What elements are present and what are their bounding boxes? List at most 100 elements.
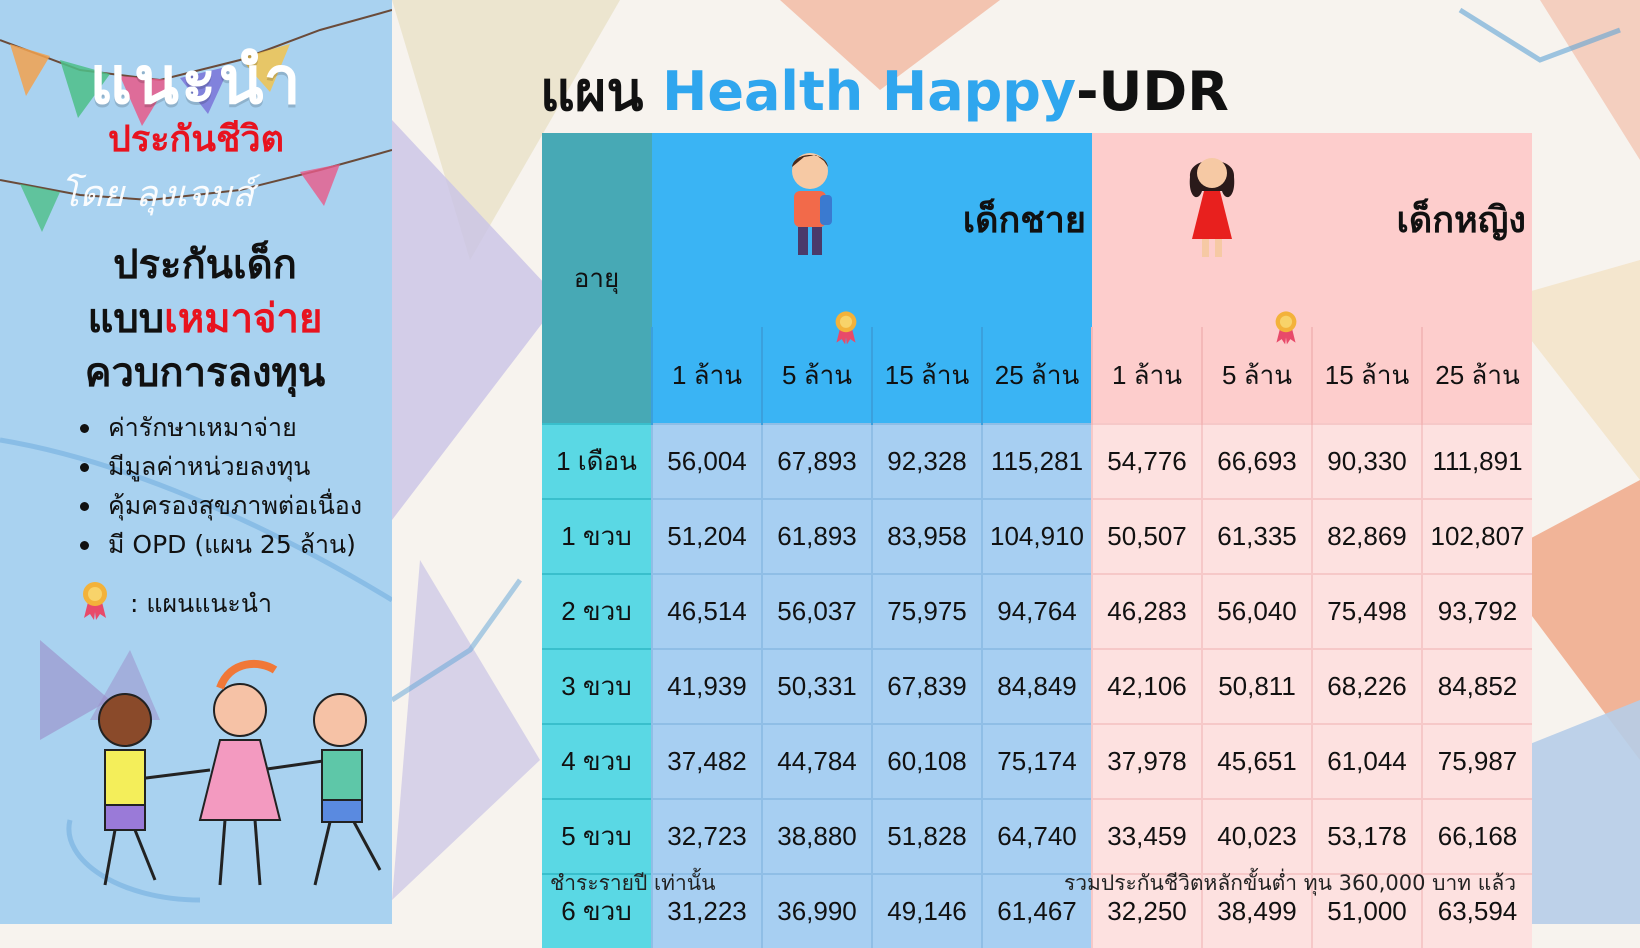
plan-header-girl: 1 ล้าน <box>1091 327 1202 424</box>
premium-cell: 75,987 <box>1421 723 1532 799</box>
premium-cell: 92,328 <box>871 423 982 499</box>
premium-cell: 115,281 <box>981 423 1092 499</box>
premium-cell: 60,108 <box>871 723 982 799</box>
plan-label: 1 ล้าน <box>1112 359 1182 390</box>
plan-label: 1 ล้าน <box>672 359 742 390</box>
premium-cell: 33,459 <box>1091 798 1202 874</box>
legend: : แผนแนะนำ <box>80 580 272 620</box>
table-row: 1 เดือน 56,004 67,893 92,328 115,281 54,… <box>542 423 1532 499</box>
table-row: 5 ขวบ 32,723 38,880 51,828 64,740 33,459… <box>542 798 1532 874</box>
brand-title: แนะนำ <box>89 42 303 119</box>
recommended-medal-icon <box>835 311 857 345</box>
feature-item: มี OPD (แผน 25 ล้าน) <box>80 525 362 564</box>
premium-cell: 83,958 <box>871 498 982 574</box>
bunting-decoration <box>0 9 392 903</box>
plan-header-boy: 1 ล้าน <box>651 327 762 424</box>
premium-cell: 42,106 <box>1091 648 1202 724</box>
premium-cell: 67,839 <box>871 648 982 724</box>
premium-cell: 84,852 <box>1421 648 1532 724</box>
age-header: อายุ <box>542 133 652 424</box>
premium-cell: 61,335 <box>1201 498 1312 574</box>
premium-cell: 45,651 <box>1201 723 1312 799</box>
feature-list: ค่ารักษาเหมาจ่าย มีมูลค่าหน่วยลงทุน คุ้ม… <box>80 408 362 564</box>
premium-cell: 53,178 <box>1311 798 1422 874</box>
age-cell: 4 ขวบ <box>542 723 652 799</box>
table-row: 2 ขวบ 46,514 56,037 75,975 94,764 46,283… <box>542 573 1532 649</box>
premium-cell: 75,975 <box>871 573 982 649</box>
premium-cell: 93,792 <box>1421 573 1532 649</box>
plan-label: 15 ล้าน <box>884 359 970 390</box>
premium-cell: 50,331 <box>761 648 872 724</box>
legend-label: : แผนแนะนำ <box>130 589 272 618</box>
promo-heading: ประกันเด็ก แบบเหมาจ่าย ควบการลงทุน <box>0 238 392 400</box>
premium-cell: 54,776 <box>1091 423 1202 499</box>
premium-cell: 94,764 <box>981 573 1092 649</box>
premium-cell: 41,939 <box>651 648 762 724</box>
table-row: 4 ขวบ 37,482 44,784 60,108 75,174 37,978… <box>542 723 1532 799</box>
plan-label: 25 ล้าน <box>994 359 1080 390</box>
title-suffix: -UDR <box>1076 60 1229 123</box>
plan-header-girl: 5 ล้าน <box>1201 311 1312 424</box>
premium-cell: 104,910 <box>981 498 1092 574</box>
premium-cell: 36,990 <box>761 873 872 948</box>
boy-icon <box>792 153 832 255</box>
premium-cell: 82,869 <box>1311 498 1422 574</box>
premium-cell: 49,146 <box>871 873 982 948</box>
plan-header-girl: 25 ล้าน <box>1421 327 1532 424</box>
age-cell: 2 ขวบ <box>542 573 652 649</box>
title-prefix: แผน <box>540 60 644 123</box>
group-header-boy: เด็กชาย <box>652 133 1092 327</box>
premium-cell: 90,330 <box>1311 423 1422 499</box>
plan-label: 5 ล้าน <box>782 359 852 390</box>
premium-cell: 50,507 <box>1091 498 1202 574</box>
premium-cell: 44,784 <box>761 723 872 799</box>
plan-label: 25 ล้าน <box>1435 359 1520 390</box>
premium-cell: 32,723 <box>651 798 762 874</box>
footnote-payment: ชำระรายปี เท่านั้น <box>550 871 716 895</box>
age-cell: 1 เดือน <box>542 423 652 499</box>
page-title: แผน Health Happy-UDR <box>540 48 1229 134</box>
table-row: 3 ขวบ 41,939 50,331 67,839 84,849 42,106… <box>542 648 1532 724</box>
girl-icon <box>1189 158 1235 257</box>
premium-cell: 56,040 <box>1201 573 1312 649</box>
premium-cell: 102,807 <box>1421 498 1532 574</box>
promo-line-3: ควบการลงทุน <box>84 350 326 396</box>
footnote-coverage: รวมประกันชีวิตหลักขั้นต่ำ ทุน 360,000 บา… <box>1063 871 1516 895</box>
plan-header-boy: 25 ล้าน <box>981 327 1092 424</box>
group-label-boy: เด็กชาย <box>962 199 1086 240</box>
feature-item: คุ้มครองสุขภาพต่อเนื่อง <box>80 486 362 525</box>
premium-table: อายุ เด็กชาย <box>542 133 1532 948</box>
plan-label: 5 ล้าน <box>1222 359 1292 390</box>
plan-header-boy: 15 ล้าน <box>871 327 982 424</box>
table-row: 1 ขวบ 51,204 61,893 83,958 104,910 50,50… <box>542 498 1532 574</box>
premium-cell: 37,978 <box>1091 723 1202 799</box>
premium-cell: 66,168 <box>1421 798 1532 874</box>
group-header-girl: เด็กหญิง <box>1092 133 1532 327</box>
premium-cell: 84,849 <box>981 648 1092 724</box>
premium-cell: 64,740 <box>981 798 1092 874</box>
premium-cell: 37,482 <box>651 723 762 799</box>
plan-header-boy: 5 ล้าน <box>761 311 872 424</box>
age-cell: 1 ขวบ <box>542 498 652 574</box>
premium-cell: 40,023 <box>1201 798 1312 874</box>
premium-cell: 75,498 <box>1311 573 1422 649</box>
title-highlight: Health Happy <box>662 60 1077 123</box>
medal-icon <box>83 582 107 620</box>
premium-cell: 46,283 <box>1091 573 1202 649</box>
feature-item: มีมูลค่าหน่วยลงทุน <box>80 447 362 486</box>
premium-cell: 50,811 <box>1201 648 1312 724</box>
premium-cell: 61,044 <box>1311 723 1422 799</box>
recommended-medal-icon <box>1275 311 1297 345</box>
sidebar: แนะนำ ประกันชีวิต โดย ลุงเจมส์ ประกันเด็… <box>0 0 392 924</box>
age-cell: 5 ขวบ <box>542 798 652 874</box>
brand-author: โดย ลุงเจมส์ <box>60 174 254 215</box>
premium-cell: 75,174 <box>981 723 1092 799</box>
promo-line-2: แบบเหมาจ่าย <box>0 292 392 346</box>
age-cell: 3 ขวบ <box>542 648 652 724</box>
premium-cell: 67,893 <box>761 423 872 499</box>
premium-cell: 56,037 <box>761 573 872 649</box>
premium-cell: 46,514 <box>651 573 762 649</box>
group-label-girl: เด็กหญิง <box>1396 199 1526 240</box>
promo-line-2-prefix: แบบ <box>87 296 165 342</box>
premium-cell: 51,204 <box>651 498 762 574</box>
